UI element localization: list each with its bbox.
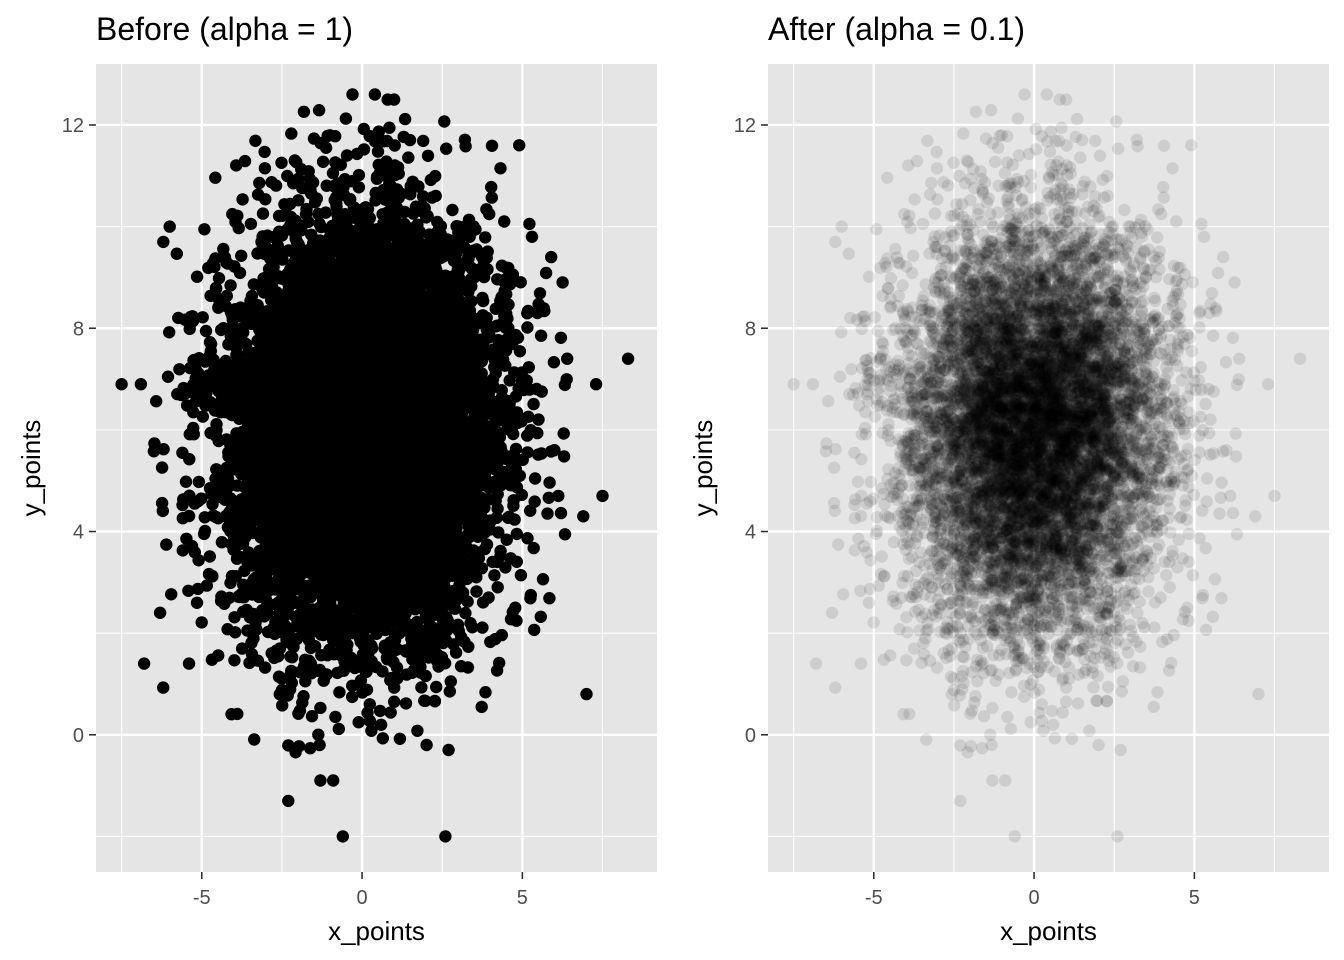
scatter-point [481,263,494,276]
scatter-point [514,569,528,582]
scatter-point [402,151,415,164]
scatter-point [249,134,262,147]
scatter-point [534,329,548,342]
scatter-point [527,397,540,411]
scatter-point [539,266,553,280]
chart-title-before: Before (alpha = 1) [96,11,353,47]
scatter-point [256,207,270,220]
scatter-point [446,203,459,217]
scatter-point [157,443,170,456]
scatter-point [420,738,433,752]
scatter-point [285,127,298,140]
scatter-point [554,506,568,520]
scatter-point [244,217,258,231]
scatter-point [479,231,492,244]
scatter-point [265,176,278,189]
scatter-point [498,215,511,228]
scatter-point [374,718,388,731]
scatter-point [352,716,365,729]
scatter-point [521,532,534,545]
scatter-point [535,385,548,398]
scatter-point [333,686,346,699]
scatter-point [165,588,178,601]
scatter-point [179,475,193,488]
scatter-point [329,156,342,169]
scatter-point [236,193,249,206]
scatter-point [156,504,169,518]
scatter-point [215,536,229,549]
scatter-point [556,276,569,289]
scatter-point [319,206,332,219]
scatter-point [484,635,497,649]
scatter-point [523,217,536,231]
scatter-point [198,223,211,236]
scatter-point [509,601,522,614]
scatter-point [316,155,330,168]
scatter-point [284,650,297,663]
scatter-point [485,191,498,204]
scatter-point [228,654,241,667]
scatter-point [406,175,419,188]
scatter-point [258,162,272,175]
scatter-point [163,326,176,339]
scatter-point [329,710,342,724]
scatter-point [393,732,407,745]
scatter-point [388,695,401,708]
scatter-point [528,623,541,637]
scatter-point [203,550,216,563]
scatter-point [430,680,443,694]
scatter-point [404,188,417,201]
scatter-point [528,472,542,485]
points-before [115,88,635,843]
scatter-point [383,121,396,134]
scatter-point [248,733,261,746]
scatter-point [541,507,554,520]
scatter-point [424,173,437,187]
scatter-point [515,488,528,502]
scatter-point [160,538,173,551]
scatter-point [438,115,451,128]
scatter-point [399,697,413,710]
scatter-point [209,171,222,184]
scatter-point [514,276,527,289]
scatter-point [352,168,366,182]
scatter-point [339,112,353,125]
scatter-point [543,476,556,489]
scatter-point [304,742,317,755]
scatter-point [491,581,504,594]
scatter-point [380,134,394,148]
scatter-point [229,626,242,639]
scatter-point [155,461,169,474]
scatter-point [428,695,442,708]
scatter-point [495,290,508,304]
scatter-point [258,145,271,159]
scatter-point [161,370,175,383]
scatter-point [373,704,387,718]
scatter-point [459,140,472,153]
